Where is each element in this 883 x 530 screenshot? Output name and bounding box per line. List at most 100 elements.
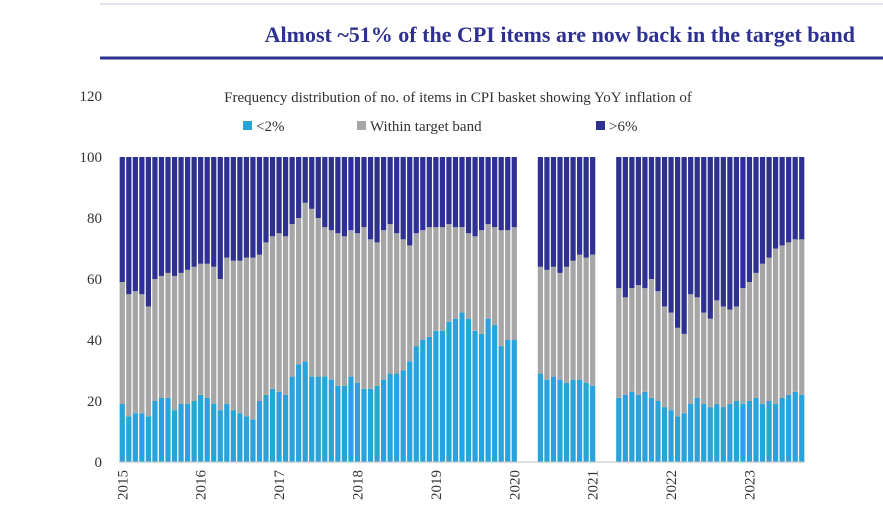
bar-segment <box>367 239 374 389</box>
bar-segment <box>354 233 361 383</box>
bar-segment <box>211 157 217 267</box>
bar-segment <box>590 385 596 462</box>
bar-segment <box>367 157 374 240</box>
bar-segment <box>296 157 302 218</box>
bar-segment <box>465 233 472 319</box>
bar-segment <box>661 306 668 408</box>
bar-segment <box>145 306 152 417</box>
bar-segment <box>152 401 158 462</box>
bar-segment <box>570 260 576 380</box>
x-tick-label: 2016 <box>194 470 210 501</box>
bar-segment <box>478 333 485 462</box>
bar-segment <box>583 382 589 462</box>
bar-segment <box>727 157 733 310</box>
x-tick-label: 2017 <box>272 470 288 501</box>
bar-segment <box>282 394 289 462</box>
bar-segment <box>433 157 439 228</box>
bar-segment <box>485 318 491 462</box>
bar-segment <box>707 157 713 319</box>
bar-segment <box>439 157 446 228</box>
legend-label: >6% <box>609 119 637 135</box>
bar-segment <box>165 272 171 398</box>
bar-segment <box>152 157 158 279</box>
bar-segment <box>511 340 517 462</box>
bar-segment <box>276 157 282 234</box>
bar-segment <box>198 263 204 395</box>
bar-segment <box>576 254 583 380</box>
bar-segment <box>642 391 648 462</box>
bar-segment <box>688 157 694 295</box>
bar-segment <box>400 370 406 462</box>
bar-segment <box>387 157 393 225</box>
bar-segment <box>557 379 563 462</box>
bar-segment <box>276 233 282 392</box>
bar-segment <box>537 266 544 374</box>
bar-segment <box>348 157 354 231</box>
bar-segment <box>302 361 308 462</box>
chart-subtitle: Frequency distribution of no. of items i… <box>224 90 692 106</box>
bar-segment <box>256 157 263 255</box>
bar-segment <box>184 157 191 270</box>
legend-swatch <box>357 121 366 130</box>
bar-segment <box>563 266 570 383</box>
bar-segment <box>289 376 295 462</box>
bar-segment <box>550 266 557 377</box>
bar-segment <box>544 379 550 462</box>
bar-segment <box>309 376 315 462</box>
bar-segment <box>635 285 642 395</box>
bar-segment <box>733 306 740 401</box>
bar-segment <box>492 227 498 325</box>
bar-segment <box>211 404 217 462</box>
bar-segment <box>563 382 570 462</box>
bar-segment <box>505 340 511 462</box>
bar-segment <box>537 157 544 267</box>
bar-segment <box>753 397 759 462</box>
bar-segment <box>132 291 138 414</box>
bar-segment <box>224 404 230 462</box>
bar-segment <box>433 330 439 462</box>
bar-segment <box>433 227 439 331</box>
bar-segment <box>465 157 472 234</box>
bar-segment <box>753 272 759 398</box>
bar-segment <box>348 230 354 377</box>
legend-label: Within target band <box>370 119 482 135</box>
bar-segment <box>387 373 393 462</box>
bar-segment <box>420 230 426 340</box>
chart-title: Almost ~51% of the CPI items are now bac… <box>265 22 855 47</box>
bar-segment <box>550 376 557 462</box>
bar-segment <box>733 157 740 307</box>
bar-segment <box>668 157 674 313</box>
bar-segment <box>642 157 648 289</box>
bar-segment <box>380 379 387 462</box>
bar-segment <box>367 388 374 462</box>
bar-segment <box>478 230 485 334</box>
bar-segment <box>335 385 341 462</box>
bar-segment <box>465 318 472 462</box>
y-tick-label: 40 <box>87 333 102 349</box>
bar-segment <box>217 157 223 279</box>
bar-segment <box>158 397 165 462</box>
bar-segment <box>341 236 348 386</box>
bar-segment <box>237 157 243 261</box>
bar-segment <box>740 157 746 289</box>
bar-segment <box>119 157 125 283</box>
bar-segment <box>335 233 341 386</box>
bar-segment <box>250 157 256 258</box>
bar-segment <box>720 306 726 408</box>
bar-segment <box>380 157 387 231</box>
bar-segment <box>492 157 498 228</box>
bar-segment <box>746 282 753 401</box>
bar-segment <box>289 224 295 377</box>
bar-segment <box>570 157 576 261</box>
bar-segment <box>132 413 138 462</box>
bar-segment <box>178 404 184 462</box>
bar-segment <box>661 157 668 307</box>
bar-segment <box>694 397 700 462</box>
bar-segment <box>361 227 367 389</box>
bar-segment <box>341 157 348 237</box>
x-tick-label: 2019 <box>429 470 445 500</box>
bar-segment <box>701 404 707 462</box>
bar-segment <box>655 401 661 462</box>
bar-segment <box>165 157 171 273</box>
bar-segment <box>400 157 406 240</box>
